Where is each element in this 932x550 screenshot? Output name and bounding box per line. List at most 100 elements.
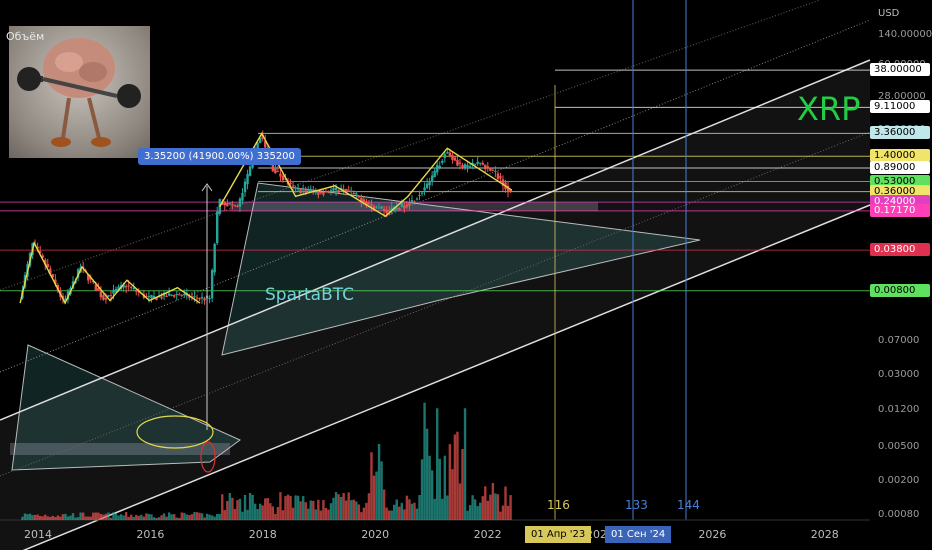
price-level-badge: 0.03800 <box>870 243 930 257</box>
candle-body <box>94 284 98 291</box>
candle-body <box>494 171 497 173</box>
candle-body <box>173 294 176 297</box>
volume-bar <box>137 515 140 520</box>
candle-body <box>484 164 487 170</box>
candle-body <box>398 208 401 210</box>
volume-bar <box>387 510 391 520</box>
support-zone-2014 <box>10 443 230 455</box>
volume-bar <box>355 501 358 520</box>
volume-bar <box>430 470 434 520</box>
volume-bar <box>463 408 467 520</box>
candle-body <box>355 193 358 195</box>
candle-body <box>271 163 275 172</box>
volume-bar <box>504 486 507 520</box>
volume-bar <box>339 496 343 520</box>
volume-bar <box>274 513 277 520</box>
candle-body <box>104 298 108 300</box>
wave-line <box>219 132 513 218</box>
candle-body <box>64 298 67 302</box>
volume-bar <box>304 502 307 520</box>
candle-body <box>291 185 295 187</box>
volume-bar <box>175 517 178 520</box>
candle-body <box>506 185 510 193</box>
volume-bar <box>491 482 495 520</box>
volume-bar <box>89 516 92 520</box>
volume-bar <box>415 508 419 520</box>
candle-body <box>344 188 348 192</box>
volume-bar <box>241 511 244 520</box>
candle-body <box>274 168 277 174</box>
volume-bar <box>23 513 27 520</box>
channel-upper-line <box>0 59 871 421</box>
candle-body <box>468 166 472 168</box>
volume-bar <box>107 512 110 520</box>
candle-body <box>238 198 242 207</box>
volume-bar <box>253 503 257 520</box>
volume-bar <box>150 514 153 520</box>
volume-bar <box>352 499 355 520</box>
candle-body <box>405 204 409 207</box>
candle-body <box>314 191 318 193</box>
candle-body <box>49 268 52 274</box>
volume-bar <box>59 516 62 520</box>
candle-body <box>385 209 388 214</box>
candle-body <box>304 190 307 193</box>
price-axis-tick: 0.00080 <box>878 509 920 520</box>
candle-body <box>251 162 254 168</box>
volume-bar <box>360 512 363 520</box>
candle-body <box>114 288 118 293</box>
volume-bar <box>49 516 52 520</box>
volume-bar <box>92 512 95 520</box>
volume-bar <box>423 402 426 520</box>
volume-bar <box>468 505 472 520</box>
measure-arrow-head <box>201 183 213 192</box>
volume-bar <box>165 516 168 520</box>
candle-body <box>436 164 439 173</box>
candle-body <box>99 291 103 298</box>
candle-body <box>226 203 229 207</box>
volume-bar <box>496 494 500 520</box>
candle-body <box>210 270 214 299</box>
candle-body <box>362 199 366 203</box>
volume-bar <box>26 514 29 520</box>
price-level-badge: 0.89000 <box>870 161 930 174</box>
candle-body <box>208 298 211 300</box>
volume-bar <box>337 494 340 520</box>
candle-body <box>41 255 44 258</box>
volume-bar <box>329 503 333 520</box>
volume-bar <box>236 500 239 520</box>
volume-bar <box>365 502 368 520</box>
candle-body <box>413 201 416 203</box>
candle-body <box>198 297 201 300</box>
candle-body <box>382 209 386 212</box>
candle-body <box>233 205 237 207</box>
candle-body <box>38 251 42 253</box>
volume-bar <box>94 512 98 520</box>
volume-bar <box>499 511 502 520</box>
candle-body <box>124 286 128 288</box>
volume-bar <box>178 517 181 520</box>
volume-bar <box>38 515 42 520</box>
volume-bar <box>400 502 404 520</box>
candle-body <box>152 296 156 298</box>
volume-bar <box>309 500 312 520</box>
candle-body <box>258 137 262 143</box>
candle-body <box>499 176 502 179</box>
currency-label: USD <box>878 8 900 19</box>
candle-body <box>372 206 376 211</box>
volume-bar <box>418 495 421 520</box>
volume-bar <box>79 512 82 520</box>
year-tick: 2018 <box>248 528 277 541</box>
volume-bar <box>441 498 444 520</box>
volume-bar <box>334 492 338 520</box>
candle-body <box>130 286 133 288</box>
candle-body <box>476 161 479 164</box>
volume-bar <box>264 498 267 520</box>
volume-bar <box>87 516 90 520</box>
volume-bar <box>451 469 454 520</box>
candle-body <box>276 171 280 173</box>
candle-body <box>193 296 196 298</box>
volume-bar <box>213 516 216 520</box>
candle-body <box>228 202 232 204</box>
